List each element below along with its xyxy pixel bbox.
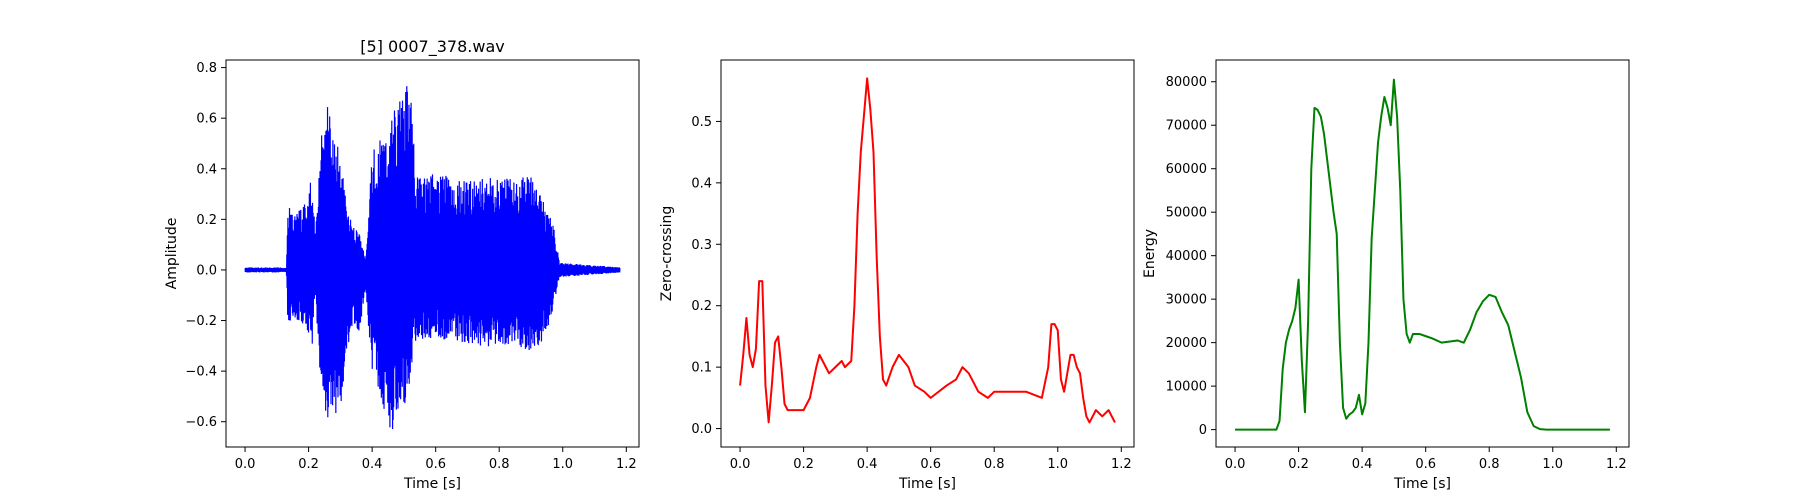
series-line	[1235, 78, 1610, 431]
axes-frame	[1215, 59, 1630, 448]
y-tick-label: 0.3	[691, 238, 712, 253]
y-tick-label: 50000	[1166, 206, 1207, 221]
x-tick-label: 1.0	[552, 457, 573, 472]
amplitude-panel: [5] 0007_378.wav Time [s] Amplitude 0.0 0…	[164, 37, 640, 492]
y-tick-label: 0.8	[196, 61, 217, 76]
x-tick-label: 1.0	[1542, 457, 1563, 472]
y-tick-label: 0.2	[691, 299, 712, 314]
y-axis-label: Energy	[1142, 229, 1158, 278]
y-tick-label: −0.6	[185, 415, 217, 430]
x-tick-label: 0.4	[1352, 457, 1373, 472]
y-tick-label: 20000	[1166, 336, 1207, 351]
y-tick-label: 0.0	[196, 263, 217, 278]
x-tick-label: 0.2	[1288, 457, 1309, 472]
y-tick-label: −0.2	[185, 314, 217, 329]
y-tick-label: 30000	[1166, 293, 1207, 308]
x-tick-label: 0.0	[1225, 457, 1246, 472]
axes-frame	[720, 59, 1135, 448]
x-tick-label: 0.8	[984, 457, 1005, 472]
x-tick-label: 0.4	[362, 457, 383, 472]
x-tick-label: 1.0	[1047, 457, 1068, 472]
y-tick-label: 70000	[1166, 119, 1207, 134]
y-tick-label: 0.2	[196, 213, 217, 228]
x-tick-label: 0.6	[920, 457, 941, 472]
y-tick-label: 0.0	[691, 422, 712, 437]
x-axis-label: Time [s]	[1393, 476, 1451, 492]
y-tick-label: 10000	[1166, 380, 1207, 395]
y-tick-label: 80000	[1166, 75, 1207, 90]
x-axis-label: Time [s]	[898, 476, 956, 492]
y-tick-label: 40000	[1166, 249, 1207, 264]
x-tick-label: 1.2	[616, 457, 637, 472]
x-tick-label: 1.2	[1606, 457, 1627, 472]
y-axis-label: Zero-crossing	[659, 206, 675, 301]
y-tick-label: 60000	[1166, 162, 1207, 177]
x-tick-label: 0.6	[425, 457, 446, 472]
waveform-line	[244, 86, 621, 429]
y-tick-label: 0.4	[691, 176, 712, 191]
energy-panel: Time [s] Energy 0.0 0.2 0.4 0.6 0.8 1.0 1.2 0 10…	[1142, 59, 1630, 492]
y-tick-label: 0	[1199, 423, 1207, 438]
axes-frame	[225, 59, 640, 448]
x-tick-label: 0.0	[235, 457, 256, 472]
x-tick-label: 0.0	[730, 457, 751, 472]
x-tick-label: 0.6	[1415, 457, 1436, 472]
x-tick-label: 0.8	[1479, 457, 1500, 472]
x-tick-label: 0.2	[793, 457, 814, 472]
y-tick-label: 0.4	[196, 162, 217, 177]
y-tick-label: 0.1	[691, 361, 712, 376]
x-tick-label: 1.2	[1111, 457, 1132, 472]
chart-title: [5] 0007_378.wav	[360, 37, 504, 57]
y-tick-label: −0.4	[185, 365, 217, 380]
x-axis-label: Time [s]	[403, 476, 461, 492]
x-tick-label: 0.4	[857, 457, 878, 472]
x-tick-label: 0.8	[489, 457, 510, 472]
x-tick-label: 0.2	[298, 457, 319, 472]
y-axis-label: Amplitude	[164, 218, 180, 290]
y-tick-label: 0.6	[196, 112, 217, 127]
zero-crossing-panel: Time [s] Zero-crossing 0.0 0.2 0.4 0.6 0.8 1.…	[659, 59, 1135, 492]
series-line	[739, 77, 1116, 424]
y-tick-label: 0.5	[691, 115, 712, 130]
